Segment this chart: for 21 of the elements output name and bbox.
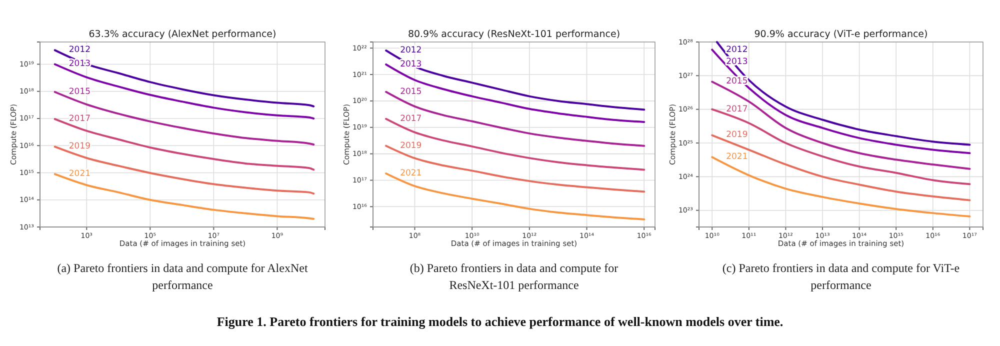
series-label: 2012 [726,45,748,55]
series-label: 2015 [400,86,422,97]
chart-title: 90.9% accuracy (ViT-e performance) [754,29,928,40]
series-label: 2021 [68,169,91,180]
series-label: 2017 [400,114,422,124]
series-label: 2019 [400,140,422,151]
series-label: 2012 [68,45,91,56]
chart-title: 80.9% accuracy (ResNeXt-101 performance) [408,29,620,40]
series-label: 2019 [726,130,748,140]
series-label: 2017 [726,104,748,114]
text: (a) Pareto frontiers in data and compute for AlexNet performance [57,261,308,292]
text: (c) Pareto frontiers in data and compute for ViT-e performance [722,261,960,292]
series-label: 2012 [400,46,422,56]
caption: Figure 1. Pareto frontiers for training models to achieve performance of well-known models over time. [216,314,784,329]
series-label: 2015 [68,86,91,97]
series-label: 2021 [400,168,422,178]
series-label: 2019 [68,142,91,152]
text: (b) Pareto frontiers in data and compute for ResNeXt-101 performance [410,261,618,292]
chart-title: 63.3% accuracy (AlexNet performance) [88,29,276,40]
series-label: 2021 [726,152,748,162]
series-label: 2017 [68,114,91,124]
